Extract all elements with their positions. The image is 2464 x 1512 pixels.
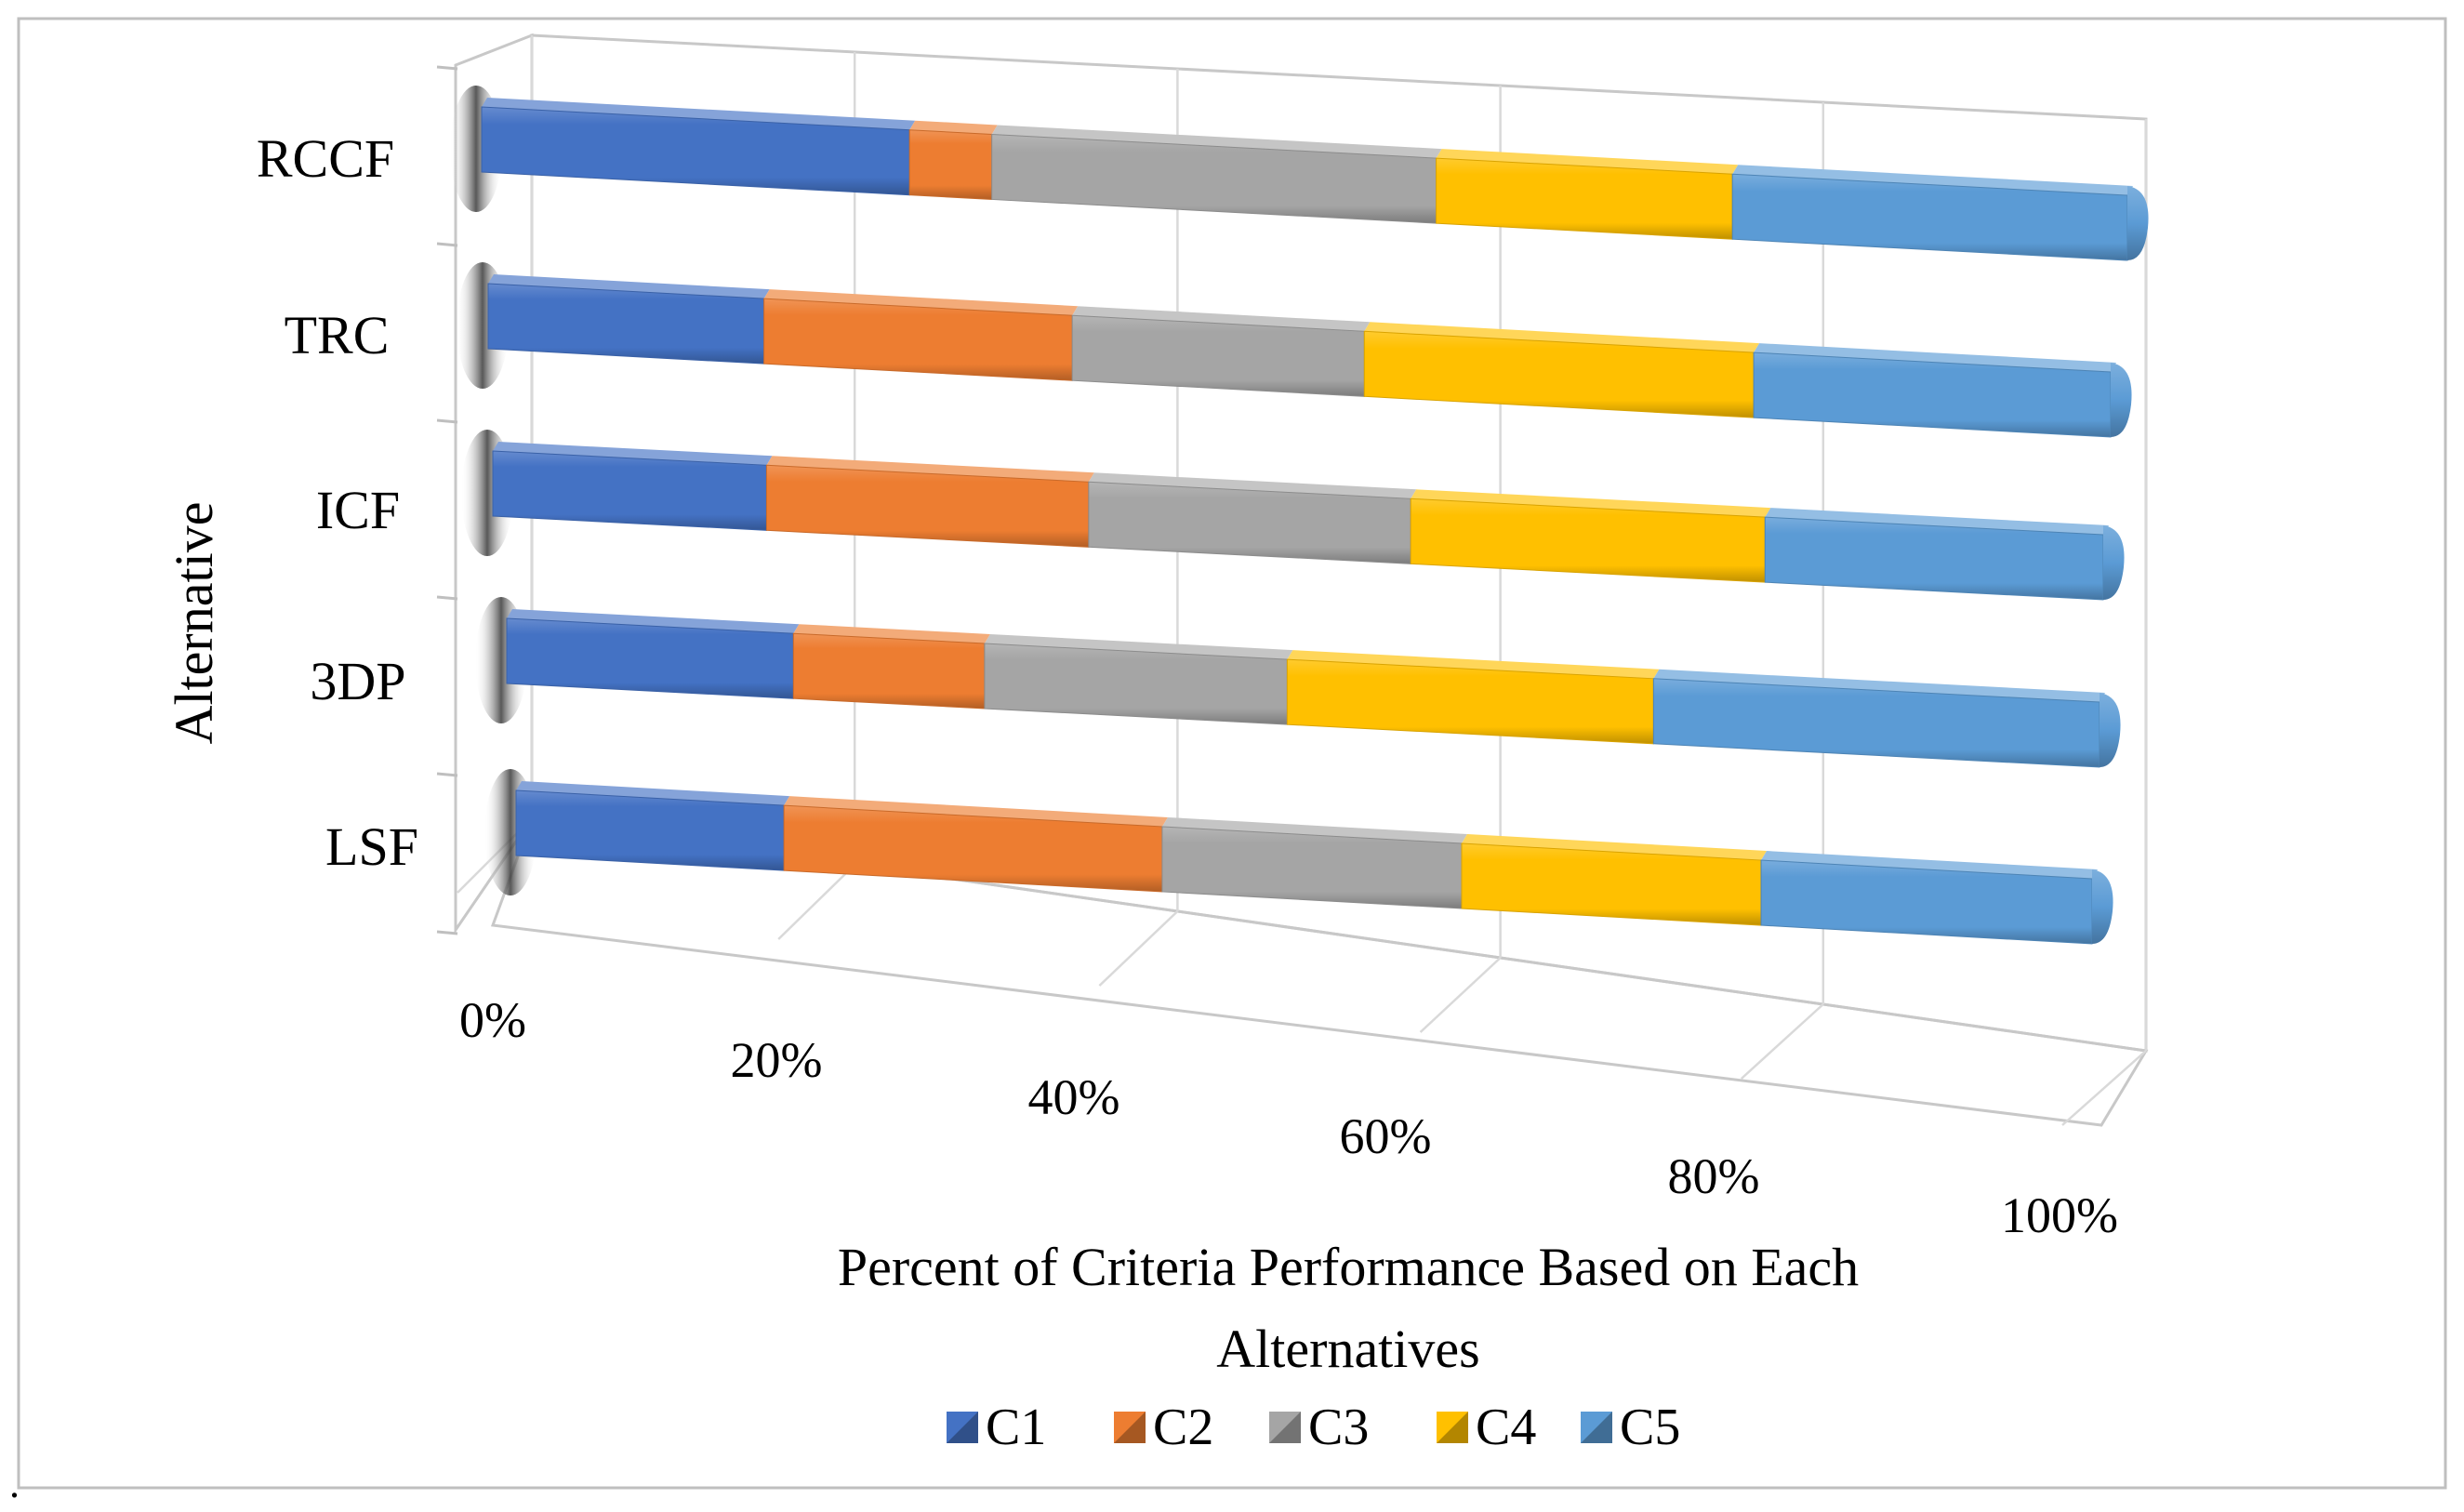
bar-top-C3-LSF <box>1161 816 1467 843</box>
bar-C1-ICF <box>492 450 767 531</box>
y-axis-tick <box>436 595 458 601</box>
category-label-ICF: ICF <box>316 480 400 540</box>
footnote: . <box>9 1461 20 1506</box>
bar-top-C1-RCCF <box>482 98 916 130</box>
category-label-LSF: LSF <box>325 816 418 877</box>
bar-cap-TRC <box>2111 363 2132 437</box>
x-axis-title-line-2: Alternatives <box>1216 1319 1479 1379</box>
bar-top-C1-ICF <box>493 442 773 466</box>
bar-top-C2-ICF <box>766 456 1094 483</box>
y-axis-tick <box>436 930 458 935</box>
bar-top-C3-3DP <box>984 634 1293 660</box>
x-tick-label-1: 20% <box>731 1032 823 1088</box>
x-axis-title-line-1: Percent of Criteria Performance Based on… <box>838 1237 1859 1297</box>
bar-top-C5-RCCF <box>1732 165 2133 195</box>
bar-top-C1-LSF <box>516 781 790 806</box>
bar-cap-ICF <box>2103 525 2125 600</box>
bar-top-C3-TRC <box>1072 306 1371 332</box>
legend-label-C2: C2 <box>1153 1399 1213 1456</box>
x-tick-label-4: 80% <box>1668 1148 1760 1204</box>
bar-top-C5-ICF <box>1765 508 2109 535</box>
y-axis-tick <box>436 242 458 247</box>
x-tick-label-0: 0% <box>459 992 526 1048</box>
bar-top-C2-3DP <box>793 624 990 643</box>
legend-label-C4: C4 <box>1476 1399 1536 1456</box>
legend-label-C1: C1 <box>986 1399 1046 1456</box>
bar-C2-RCCF <box>908 129 993 200</box>
legend-swatch-C1 <box>947 1412 978 1443</box>
bar-top-C5-3DP <box>1653 669 2105 702</box>
bar-top-C4-ICF <box>1411 489 1771 518</box>
bar-top-C1-TRC <box>488 274 770 299</box>
x-tick-label-2: 40% <box>1028 1069 1120 1125</box>
floor-gridline <box>777 864 856 940</box>
bar-C2-3DP <box>792 632 986 710</box>
bar-top-C1-3DP <box>507 609 800 634</box>
x-tick-label-5: 100% <box>2001 1187 2118 1243</box>
chart-border <box>17 17 2447 1490</box>
legend-swatch-C2 <box>1114 1412 1146 1443</box>
y-axis-title: Alternative <box>164 502 224 745</box>
legend-swatch-C3 <box>1269 1412 1301 1443</box>
bar-cap-LSF <box>2092 869 2113 944</box>
legend-label-C5: C5 <box>1620 1399 1680 1456</box>
floor-gridline <box>1098 910 1179 987</box>
bar-cap-RCCF <box>2127 186 2149 260</box>
floor-gridline <box>2061 1050 2147 1126</box>
bar-top-C4-TRC <box>1364 322 1760 353</box>
legend: C1 C2 C3 C4 C5 <box>947 1399 1680 1456</box>
bar-cap-3DP <box>2100 693 2121 767</box>
floor-gridline <box>1740 1003 1824 1080</box>
bar-top-C2-TRC <box>763 289 1079 316</box>
category-label-3DP: 3DP <box>310 651 405 711</box>
x-tick-label-3: 60% <box>1340 1108 1432 1164</box>
bar-top-C4-RCCF <box>1436 149 1739 175</box>
category-label-RCCF: RCCF <box>257 128 394 189</box>
bar-top-C5-TRC <box>1754 343 2116 372</box>
category-label-TRC: TRC <box>285 305 390 365</box>
legend-swatch-C4 <box>1437 1412 1468 1443</box>
bar-top-C3-ICF <box>1088 472 1417 499</box>
bar-top-C2-LSF <box>784 796 1168 827</box>
y-axis-tick <box>436 418 458 424</box>
floor-gridline <box>1419 957 1502 1033</box>
legend-label-C3: C3 <box>1308 1399 1369 1456</box>
legend-swatch-C5 <box>1581 1412 1612 1443</box>
y-axis-tick <box>436 65 458 71</box>
bar-top-C4-LSF <box>1462 834 1768 861</box>
bar-top-C5-LSF <box>1761 851 2098 879</box>
bar-top-C3-RCCF <box>991 125 1442 159</box>
bar-top-C4-3DP <box>1287 650 1660 679</box>
y-axis-tick <box>436 772 458 777</box>
